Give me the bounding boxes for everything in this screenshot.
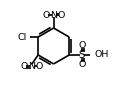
Text: O: O	[78, 60, 86, 69]
Text: O: O	[42, 11, 50, 20]
Text: O: O	[58, 11, 65, 20]
Text: O: O	[20, 62, 28, 71]
Text: O: O	[78, 41, 86, 50]
Text: N: N	[50, 11, 57, 20]
Text: N: N	[28, 62, 35, 71]
Text: Cl: Cl	[18, 33, 27, 41]
Text: OH: OH	[94, 51, 108, 59]
Text: S: S	[79, 50, 85, 60]
Text: O: O	[36, 62, 43, 71]
